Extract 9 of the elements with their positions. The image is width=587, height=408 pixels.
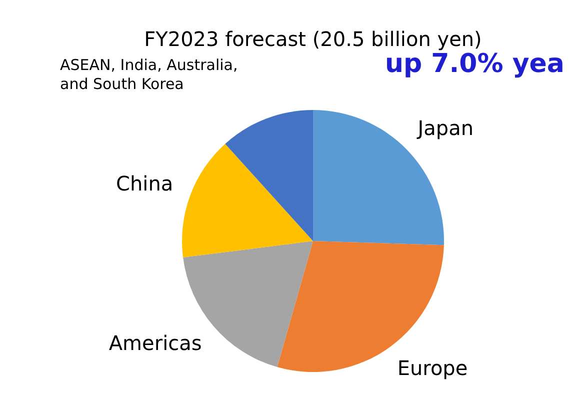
chart-title: FY2023 forecast (20.5 billion yen)	[144, 27, 482, 51]
slice-label: Americas	[108, 332, 202, 356]
text: up 7.0% yea	[385, 49, 564, 79]
pie-slice	[225, 110, 313, 241]
slice-label: Japan	[416, 116, 474, 140]
pie-slice	[182, 144, 313, 258]
slice-label: Europe	[397, 356, 468, 380]
slice-label: ASEAN, India, Australia, and South Korea	[60, 56, 238, 93]
slice-label: China	[116, 172, 174, 196]
